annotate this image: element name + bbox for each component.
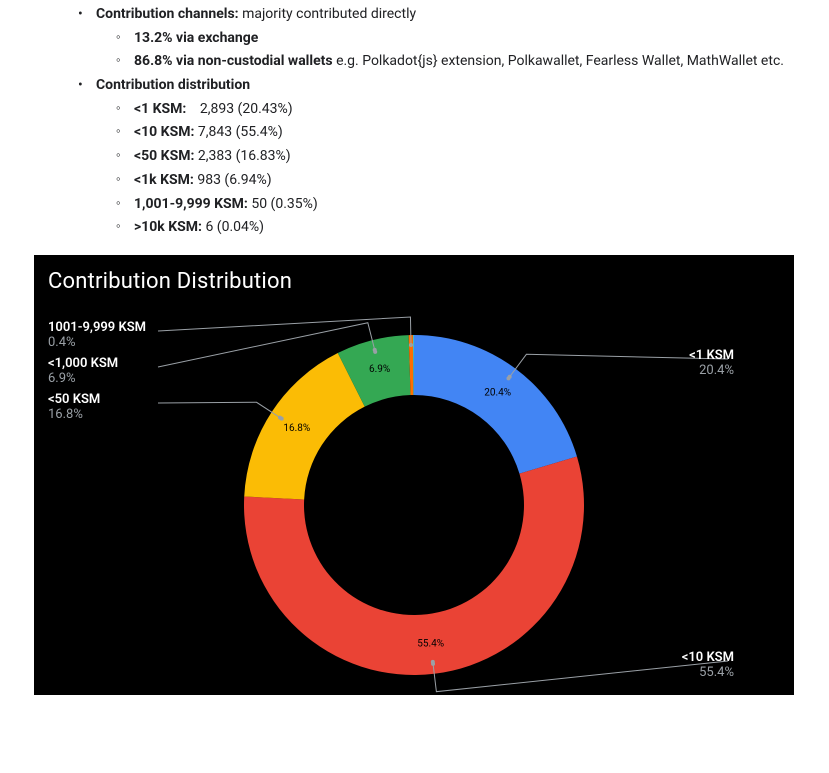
callout-label: <1,000 KSM <box>48 357 118 372</box>
leader-line-2 <box>158 402 280 417</box>
channels-heading-bold: Contribution channels: <box>96 6 239 22</box>
leader-dot-2 <box>278 415 282 419</box>
text-section: Contribution channels: majority contribu… <box>0 4 829 255</box>
bullet-channels: Contribution channels: majority contribu… <box>78 4 809 73</box>
channels-sublist: 13.2% via exchange 86.8% via non-custodi… <box>96 28 809 73</box>
dist-row-2-rest: 2,383 (16.83%) <box>194 148 290 164</box>
callout-label: 1001-9,999 KSM <box>48 321 146 336</box>
callout-pct: 16.8% <box>48 408 100 423</box>
slice-pct-label-1: 55.4% <box>417 639 444 650</box>
channel-noncustodial-bold: 86.8% via non-custodial wallets <box>134 53 333 69</box>
chart-callout-4: 1001-9,999 KSM0.4% <box>48 321 146 351</box>
leader-dot-4 <box>409 343 413 347</box>
leader-dot-3 <box>373 348 377 352</box>
donut-chart-panel: Contribution Distribution 20.4%55.4%16.8… <box>34 255 794 695</box>
dist-row-0-rest: 2,893 (20.43%) <box>196 101 292 117</box>
channel-noncustodial: 86.8% via non-custodial wallets e.g. Pol… <box>116 51 809 73</box>
dist-row-1: <10 KSM: 7,843 (55.4%) <box>116 122 809 144</box>
callout-label: <1 KSM <box>689 349 734 364</box>
donut-chart-svg: 20.4% 55.4% 16.8% 6.9% <box>34 255 794 695</box>
callout-pct: 20.4% <box>689 364 734 379</box>
dist-row-4: 1,001-9,999 KSM: 50 (0.35%) <box>116 194 809 216</box>
channel-noncustodial-rest: e.g. Polkadot{js} extension, Polkawallet… <box>333 53 784 69</box>
chart-callout-3: <1,000 KSM6.9% <box>48 357 118 387</box>
dist-row-0-label: <1 KSM: <box>134 101 186 117</box>
dist-row-2: <50 KSM: 2,383 (16.83%) <box>116 146 809 168</box>
channel-exchange: 13.2% via exchange <box>116 28 809 50</box>
dist-row-3-rest: 983 (6.94%) <box>194 172 272 188</box>
dist-row-1-label: <10 KSM: <box>134 124 194 140</box>
dist-row-0: <1 KSM: 2,893 (20.43%) <box>116 99 809 121</box>
dist-row-1-rest: 7,843 (55.4%) <box>194 124 282 140</box>
callout-label: <10 KSM <box>682 651 734 666</box>
dist-row-3: <1k KSM: 983 (6.94%) <box>116 170 809 192</box>
distribution-sublist: <1 KSM: 2,893 (20.43%) <10 KSM: 7,843 (5… <box>96 99 809 239</box>
donut-slice-0 <box>414 335 577 474</box>
callout-pct: 55.4% <box>682 666 734 681</box>
dist-row-4-rest: 50 (0.35%) <box>248 196 318 212</box>
leader-dot-0 <box>508 375 512 379</box>
page-root: Contribution channels: majority contribu… <box>0 0 829 707</box>
dist-row-5-label: >10k KSM: <box>134 219 202 235</box>
chart-callout-0: <1 KSM20.4% <box>689 349 734 379</box>
dist-row-5-rest: 6 (0.04%) <box>202 219 264 235</box>
callout-label: <50 KSM <box>48 393 100 408</box>
slice-pct-label-2: 16.8% <box>283 423 310 434</box>
slice-pct-label-0: 20.4% <box>484 387 511 398</box>
slice-pct-label-3: 6.9% <box>369 364 390 375</box>
chart-callout-1: <10 KSM55.4% <box>682 651 734 681</box>
bullet-distribution: Contribution distribution <1 KSM: 2,893 … <box>78 75 809 239</box>
leader-dot-1 <box>431 662 435 666</box>
dist-row-2-label: <50 KSM: <box>134 148 194 164</box>
callout-pct: 6.9% <box>48 372 118 387</box>
chart-callout-2: <50 KSM16.8% <box>48 393 100 423</box>
channels-heading-rest: majority contributed directly <box>239 6 417 22</box>
chart-wrap: Contribution Distribution 20.4%55.4%16.8… <box>34 255 795 695</box>
callout-pct: 0.4% <box>48 336 146 351</box>
distribution-heading: Contribution distribution <box>96 77 250 93</box>
channel-exchange-bold: 13.2% via exchange <box>134 30 258 46</box>
dist-row-5: >10k KSM: 6 (0.04%) <box>116 217 809 239</box>
dist-row-4-label: 1,001-9,999 KSM: <box>134 196 248 212</box>
outer-bullet-list: Contribution channels: majority contribu… <box>78 4 809 239</box>
dist-row-3-label: <1k KSM: <box>134 172 194 188</box>
